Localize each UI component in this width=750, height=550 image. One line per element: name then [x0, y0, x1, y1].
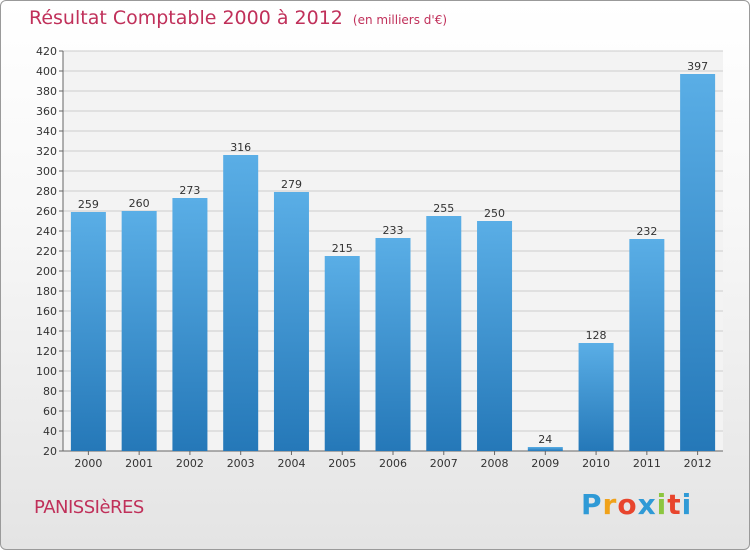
bar-value-label: 232 [636, 225, 657, 238]
logo-letter: i [681, 488, 693, 521]
chart-title-text: Résultat Comptable 2000 à 2012 [29, 7, 343, 29]
x-tick-label: 2005 [328, 457, 356, 470]
y-tick-label: 80 [43, 385, 57, 398]
commune-name: PANISSIèRES [34, 497, 144, 518]
y-tick-label: 140 [36, 325, 57, 338]
bar-value-label: 255 [433, 202, 454, 215]
logo-letter: i [656, 488, 668, 521]
logo-letter: P [581, 488, 603, 521]
bar [70, 212, 106, 451]
chart-subtitle: (en milliers d'€) [352, 13, 448, 27]
bar [223, 155, 259, 451]
bar [477, 221, 513, 451]
x-tick-label: 2004 [277, 457, 305, 470]
logo-letter: x [637, 488, 657, 521]
bar-value-label: 128 [586, 329, 607, 342]
bar-value-label: 259 [78, 198, 99, 211]
y-tick-label: 340 [36, 125, 57, 138]
y-tick-label: 240 [36, 225, 57, 238]
y-tick-label: 180 [36, 285, 57, 298]
bar-value-label: 397 [687, 60, 708, 73]
x-tick-label: 2009 [531, 457, 559, 470]
y-tick-label: 100 [36, 365, 57, 378]
y-tick-label: 220 [36, 245, 57, 258]
bar-value-label: 273 [179, 184, 200, 197]
y-tick-label: 300 [36, 165, 57, 178]
bar-value-label: 316 [230, 141, 251, 154]
y-tick-label: 160 [36, 305, 57, 318]
bar [629, 239, 665, 451]
y-tick-label: 60 [43, 405, 57, 418]
bar [324, 256, 360, 451]
bar [121, 211, 157, 451]
x-tick-label: 2006 [379, 457, 407, 470]
proxiti-logo: Proxiti [581, 488, 692, 521]
bar [527, 447, 563, 451]
bar [273, 192, 309, 451]
bar [172, 198, 208, 451]
logo-letter: t [667, 488, 682, 521]
y-tick-label: 360 [36, 105, 57, 118]
bar [375, 238, 411, 451]
x-tick-label: 2003 [227, 457, 255, 470]
y-tick-label: 260 [36, 205, 57, 218]
x-tick-label: 2010 [582, 457, 610, 470]
y-tick-label: 40 [43, 425, 57, 438]
x-tick-label: 2002 [176, 457, 204, 470]
x-tick-label: 2007 [430, 457, 458, 470]
bar-value-label: 24 [538, 433, 552, 446]
x-tick-label: 2012 [684, 457, 712, 470]
bar-value-label: 233 [383, 224, 404, 237]
bar-value-label: 279 [281, 178, 302, 191]
bar-value-label: 250 [484, 207, 505, 220]
x-tick-label: 2001 [125, 457, 153, 470]
y-tick-label: 400 [36, 65, 57, 78]
y-tick-label: 380 [36, 85, 57, 98]
logo-letter: r [602, 488, 618, 521]
bar-value-label: 215 [332, 242, 353, 255]
y-tick-label: 200 [36, 265, 57, 278]
bar [578, 343, 614, 451]
x-tick-label: 2011 [633, 457, 661, 470]
y-tick-label: 280 [36, 185, 57, 198]
bar [426, 216, 462, 451]
bar-value-label: 260 [129, 197, 150, 210]
x-tick-label: 2000 [74, 457, 102, 470]
bar [680, 74, 716, 451]
y-tick-label: 320 [36, 145, 57, 158]
x-tick-label: 2008 [481, 457, 509, 470]
y-tick-label: 420 [36, 45, 57, 58]
y-tick-label: 120 [36, 345, 57, 358]
chart-title: Résultat Comptable 2000 à 2012 (en millie… [29, 7, 447, 29]
y-tick-label: 20 [43, 445, 57, 458]
logo-letter: o [617, 488, 638, 521]
